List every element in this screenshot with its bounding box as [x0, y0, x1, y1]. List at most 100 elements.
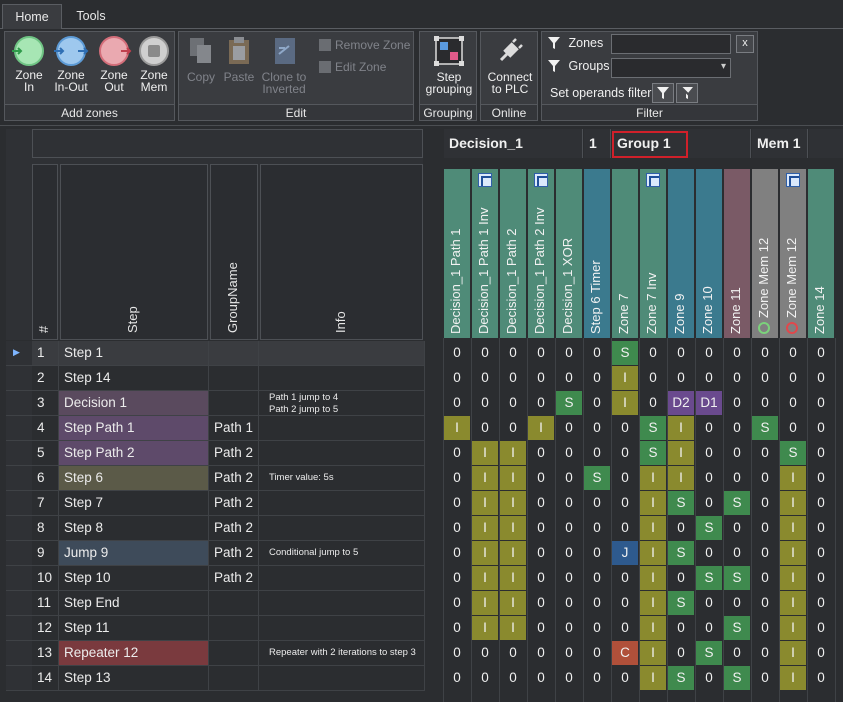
zone-matrix-cell[interactable]: S [780, 441, 806, 465]
zone-matrix-cell[interactable]: 0 [677, 620, 685, 635]
zone-matrix-cell[interactable]: I [472, 466, 498, 490]
zone-matrix-cell[interactable]: 0 [537, 570, 545, 585]
zone-matrix-cell[interactable]: I [640, 541, 666, 565]
zone-matrix-cell[interactable]: 0 [593, 445, 601, 460]
row-selector[interactable] [6, 391, 32, 416]
zone-column-header[interactable]: Decision_1 Path 2 [500, 169, 526, 338]
zone-matrix-cell[interactable]: 0 [789, 345, 797, 360]
zone-matrix-cell[interactable]: 0 [817, 520, 825, 535]
zone-matrix-cell[interactable]: 0 [817, 420, 825, 435]
zone-matrix-cell[interactable]: 0 [761, 445, 769, 460]
table-row[interactable]: 5 Step Path 2 Path 2 [32, 441, 425, 466]
zone-matrix-cell[interactable]: 0 [481, 370, 489, 385]
zone-matrix-cell[interactable]: I [528, 416, 554, 440]
step-name-cell[interactable]: Step 11 [59, 616, 209, 640]
group-name-cell[interactable]: Path 2 [209, 541, 259, 565]
zone-matrix-cell[interactable]: 0 [817, 445, 825, 460]
row-selector[interactable] [6, 541, 32, 566]
step-name-cell[interactable]: Step 13 [59, 666, 209, 690]
zone-matrix-cell[interactable]: 0 [817, 620, 825, 635]
info-cell[interactable] [259, 341, 425, 365]
zone-matrix-cell[interactable]: 0 [537, 545, 545, 560]
zone-out-button[interactable]: Zone Out [96, 36, 132, 93]
zone-matrix-cell[interactable]: 0 [565, 645, 573, 660]
info-cell[interactable]: Conditional jump to 5 [259, 541, 425, 565]
table-row[interactable]: 10 Step 10 Path 2 [32, 566, 425, 591]
table-row[interactable]: 2 Step 14 [32, 366, 425, 391]
zone-matrix-cell[interactable]: D2 [668, 391, 694, 415]
zone-matrix-cell[interactable]: 0 [733, 470, 741, 485]
zone-column-header[interactable]: Decision_1 Path 1 Inv [472, 169, 498, 338]
zone-matrix-cell[interactable]: 0 [705, 670, 713, 685]
zone-matrix-cell[interactable]: 0 [621, 595, 629, 610]
zone-matrix-cell[interactable]: I [444, 416, 470, 440]
clear-zones-filter-button[interactable]: x [736, 35, 754, 53]
row-selector[interactable] [6, 641, 32, 666]
zone-matrix-cell[interactable]: 0 [761, 495, 769, 510]
zone-matrix-cell[interactable]: 0 [817, 545, 825, 560]
zone-matrix-cell[interactable]: I [780, 516, 806, 540]
table-row[interactable]: 12 Step 11 [32, 616, 425, 641]
zone-matrix-cell[interactable]: 0 [537, 445, 545, 460]
zone-matrix-cell[interactable]: 0 [453, 395, 461, 410]
zone-matrix-cell[interactable]: I [472, 516, 498, 540]
zone-matrix-cell[interactable]: I [668, 416, 694, 440]
zone-matrix-cell[interactable]: I [780, 616, 806, 640]
info-cell[interactable] [259, 516, 425, 540]
zone-matrix-cell[interactable]: I [640, 591, 666, 615]
group-name-cell[interactable] [209, 616, 259, 640]
zone-matrix-cell[interactable]: I [472, 491, 498, 515]
zone-matrix-cell[interactable]: I [780, 491, 806, 515]
zone-matrix-cell[interactable]: 0 [733, 395, 741, 410]
zone-matrix-cell[interactable]: 0 [537, 470, 545, 485]
zone-matrix-cell[interactable]: 0 [621, 470, 629, 485]
zone-column-header[interactable]: Decision_1 Path 2 Inv [528, 169, 554, 338]
row-number[interactable]: 11 [32, 591, 59, 615]
table-row[interactable]: 14 Step 13 [32, 666, 425, 691]
step-name-cell[interactable]: Step Path 1 [59, 416, 209, 440]
zone-matrix-cell[interactable]: 0 [565, 595, 573, 610]
zone-matrix-cell[interactable]: I [500, 516, 526, 540]
zone-in-button[interactable]: Zone In [11, 36, 47, 93]
step-name-cell[interactable]: Repeater 12 [59, 641, 209, 665]
table-row[interactable]: 3 Decision 1 Path 1 jump to 4 Path 2 jump … [32, 391, 425, 416]
zone-matrix-cell[interactable]: 0 [761, 470, 769, 485]
zone-matrix-cell[interactable]: 0 [565, 445, 573, 460]
step-name-cell[interactable]: Step 14 [59, 366, 209, 390]
zone-matrix-cell[interactable]: 0 [705, 545, 713, 560]
zone-matrix-cell[interactable]: 0 [593, 595, 601, 610]
zone-matrix-cell[interactable]: 0 [509, 370, 517, 385]
table-row[interactable]: 8 Step 8 Path 2 [32, 516, 425, 541]
zone-matrix-cell[interactable]: 0 [733, 595, 741, 610]
zone-matrix-cell[interactable]: I [472, 591, 498, 615]
zone-matrix-cell[interactable]: I [640, 641, 666, 665]
zone-matrix-cell[interactable]: S [724, 666, 750, 690]
zone-matrix-cell[interactable]: S [668, 591, 694, 615]
zone-matrix-cell[interactable]: I [500, 541, 526, 565]
group-name-cell[interactable]: Path 2 [209, 566, 259, 590]
zone-matrix-cell[interactable]: 0 [481, 645, 489, 660]
zone-column-header[interactable]: Zone 7 Inv [640, 169, 666, 338]
row-number[interactable]: 1 [32, 341, 59, 365]
col-header-num[interactable]: # [32, 164, 58, 340]
zone-matrix-cell[interactable]: I [668, 466, 694, 490]
info-cell[interactable] [259, 616, 425, 640]
step-name-cell[interactable]: Step 7 [59, 491, 209, 515]
row-selector[interactable] [6, 616, 32, 641]
col-header-info[interactable]: Info [260, 164, 423, 340]
group-name-cell[interactable] [209, 641, 259, 665]
row-number[interactable]: 9 [32, 541, 59, 565]
table-row[interactable]: 1 Step 1 [32, 341, 425, 366]
row-number[interactable]: 2 [32, 366, 59, 390]
zone-matrix-cell[interactable]: I [500, 466, 526, 490]
zone-matrix-cell[interactable]: S [752, 416, 778, 440]
zone-matrix-cell[interactable]: 0 [453, 545, 461, 560]
zone-matrix-cell[interactable]: 0 [789, 420, 797, 435]
zone-matrix-cell[interactable]: I [640, 666, 666, 690]
zone-matrix-cell[interactable]: 0 [733, 645, 741, 660]
group-name-cell[interactable] [209, 391, 259, 415]
step-name-cell[interactable]: Step Path 2 [59, 441, 209, 465]
clone-inverted-button[interactable]: Clone to Inverted [259, 36, 309, 95]
row-selector[interactable] [6, 666, 32, 691]
zone-matrix-cell[interactable]: 0 [817, 345, 825, 360]
